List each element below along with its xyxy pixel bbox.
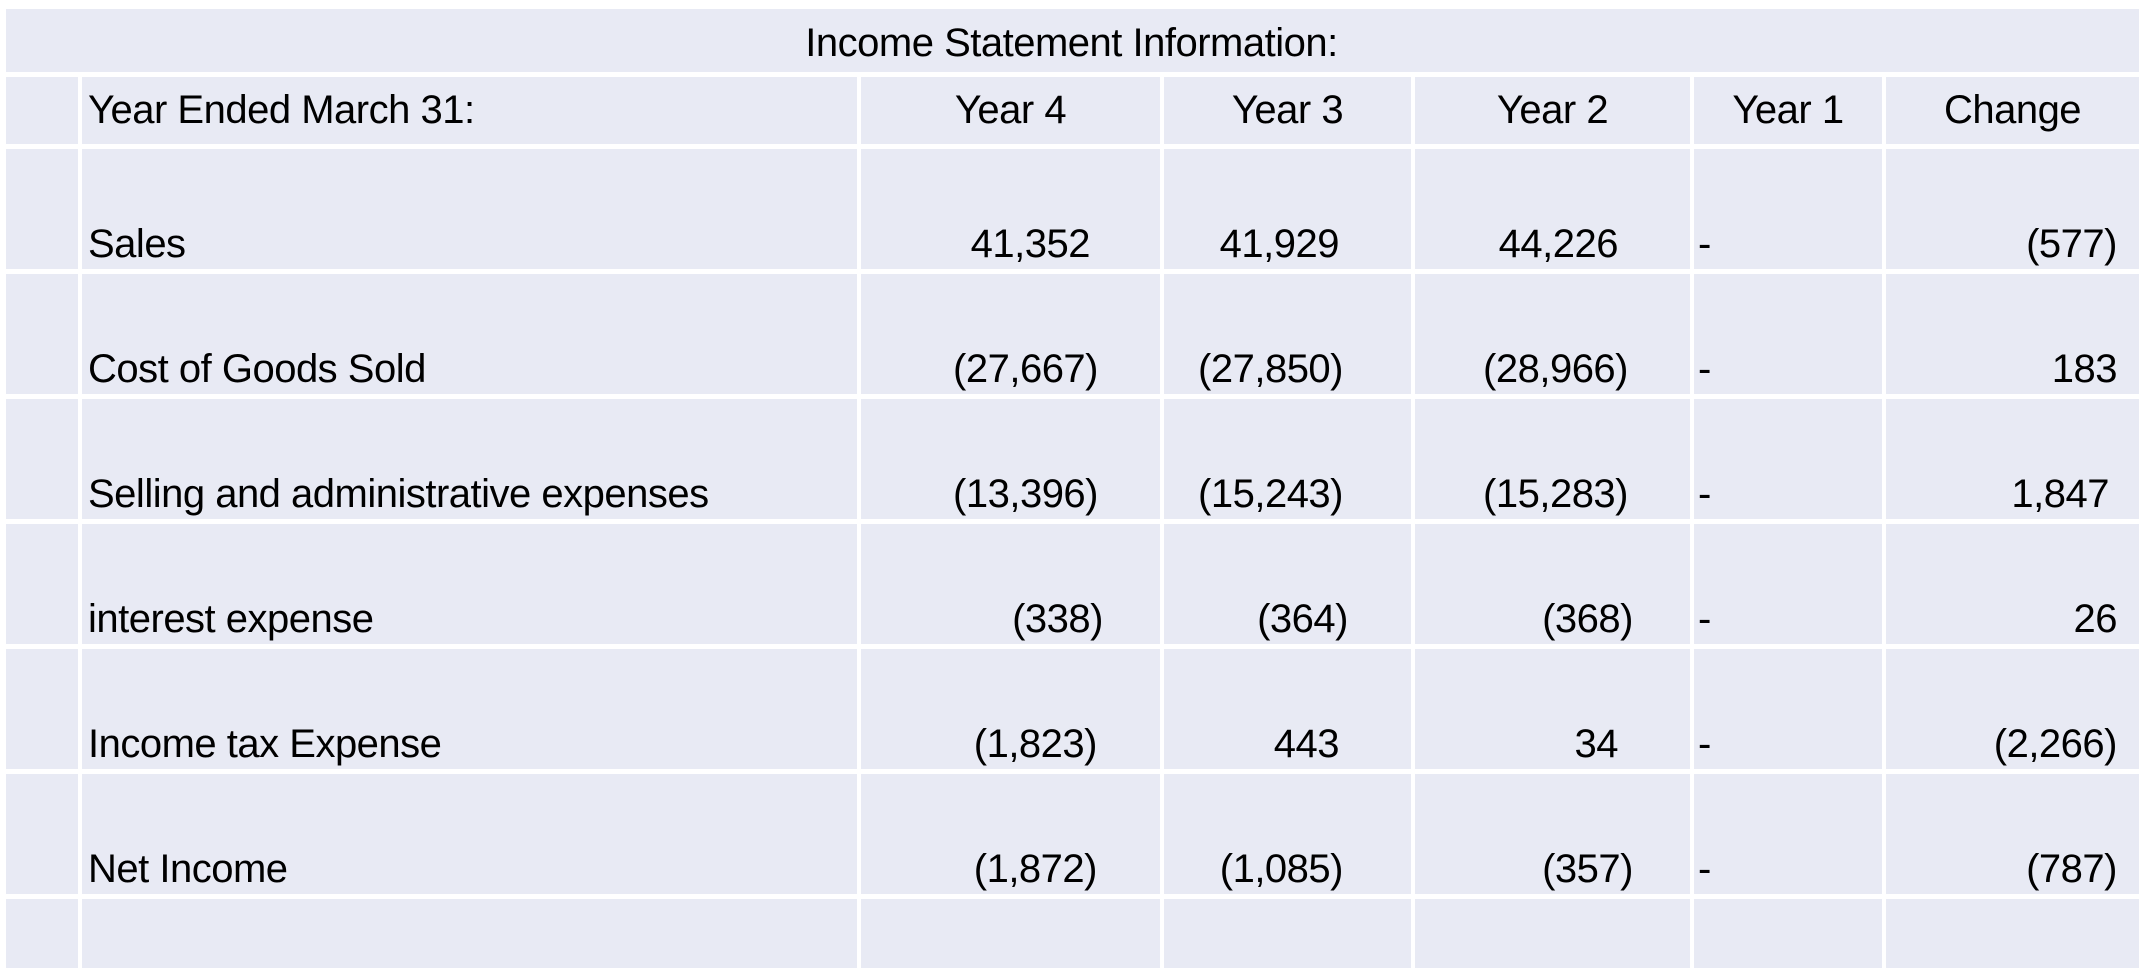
tax-year-2: 34: [1415, 649, 1690, 769]
header-year-1: Year 1: [1694, 77, 1882, 144]
blank-cell: [1415, 899, 1690, 968]
interest-year-2: (368): [1415, 524, 1690, 644]
sales-year-3: 41,929: [1164, 149, 1411, 269]
blank-cell: [6, 649, 78, 769]
net-income-year-1: -: [1694, 774, 1882, 894]
net-income-year-4: (1,872): [861, 774, 1160, 894]
sales-change: (577): [1886, 149, 2139, 269]
net-income-year-2: (357): [1415, 774, 1690, 894]
row-label-sga: Selling and administrative expenses: [82, 399, 857, 519]
blank-cell: [6, 524, 78, 644]
sga-change: 1,847: [1886, 399, 2139, 519]
row-label-cogs: Cost of Goods Sold: [82, 274, 857, 394]
blank-cell: [82, 899, 857, 968]
blank-cell: [6, 774, 78, 894]
header-year-3: Year 3: [1164, 77, 1411, 144]
net-income-year-3: (1,085): [1164, 774, 1411, 894]
sales-year-1: -: [1694, 149, 1882, 269]
income-statement-table: Income Statement Information: Year Ended…: [6, 9, 2139, 968]
blank-cell: [6, 77, 78, 144]
header-year-ended: Year Ended March 31:: [82, 77, 857, 144]
tax-year-3: 443: [1164, 649, 1411, 769]
table-title-cell: Income Statement Information:: [6, 9, 2139, 72]
sales-year-4: 41,352: [861, 149, 1160, 269]
blank-cell: [6, 399, 78, 519]
blank-cell: [1164, 899, 1411, 968]
blank-cell: [1886, 899, 2139, 968]
interest-year-4: (338): [861, 524, 1160, 644]
cogs-year-2: (28,966): [1415, 274, 1690, 394]
tax-year-1: -: [1694, 649, 1882, 769]
blank-cell: [6, 899, 78, 968]
row-label-income-tax: Income tax Expense: [82, 649, 857, 769]
table-title: Income Statement Information:: [805, 21, 1338, 65]
interest-year-3: (364): [1164, 524, 1411, 644]
row-label-interest-expense: interest expense: [82, 524, 857, 644]
sga-year-2: (15,283): [1415, 399, 1690, 519]
blank-cell: [6, 274, 78, 394]
cogs-year-3: (27,850): [1164, 274, 1411, 394]
header-year-4: Year 4: [861, 77, 1160, 144]
blank-cell: [1694, 899, 1882, 968]
header-change: Change: [1886, 77, 2139, 144]
sga-year-4: (13,396): [861, 399, 1160, 519]
sales-year-2: 44,226: [1415, 149, 1690, 269]
cogs-year-4: (27,667): [861, 274, 1160, 394]
blank-cell: [6, 149, 78, 269]
interest-change: 26: [1886, 524, 2139, 644]
tax-change: (2,266): [1886, 649, 2139, 769]
row-label-sales: Sales: [82, 149, 857, 269]
tax-year-4: (1,823): [861, 649, 1160, 769]
cogs-change: 183: [1886, 274, 2139, 394]
interest-year-1: -: [1694, 524, 1882, 644]
sga-year-1: -: [1694, 399, 1882, 519]
header-year-2: Year 2: [1415, 77, 1690, 144]
blank-cell: [861, 899, 1160, 968]
net-income-change: (787): [1886, 774, 2139, 894]
sga-year-3: (15,243): [1164, 399, 1411, 519]
row-label-net-income: Net Income: [82, 774, 857, 894]
cogs-year-1: -: [1694, 274, 1882, 394]
